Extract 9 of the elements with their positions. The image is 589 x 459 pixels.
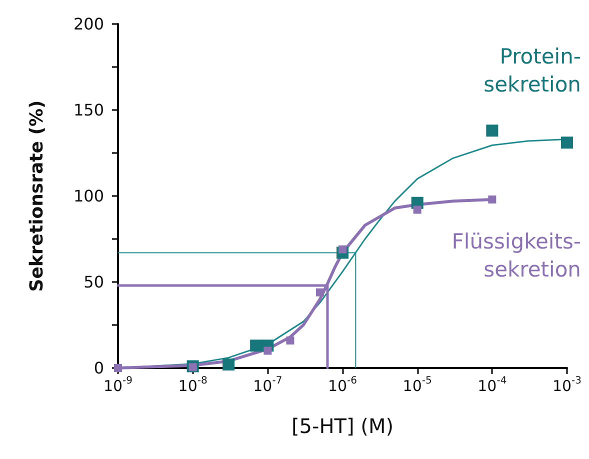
y-tick-label: 0: [94, 358, 104, 378]
y-tick-label: 150: [73, 100, 104, 120]
y-tick-label: 100: [73, 186, 104, 206]
x-axis-title: [5-HT] (M): [291, 414, 394, 438]
y-tick-label: 50: [84, 272, 104, 292]
series-label: Flüssigkeits- sekretion: [452, 229, 581, 282]
y-axis-title: Sekretionsrate (%): [26, 100, 48, 292]
y-tick-label: 200: [73, 14, 104, 34]
series-label: Protein- sekretion: [484, 44, 581, 97]
